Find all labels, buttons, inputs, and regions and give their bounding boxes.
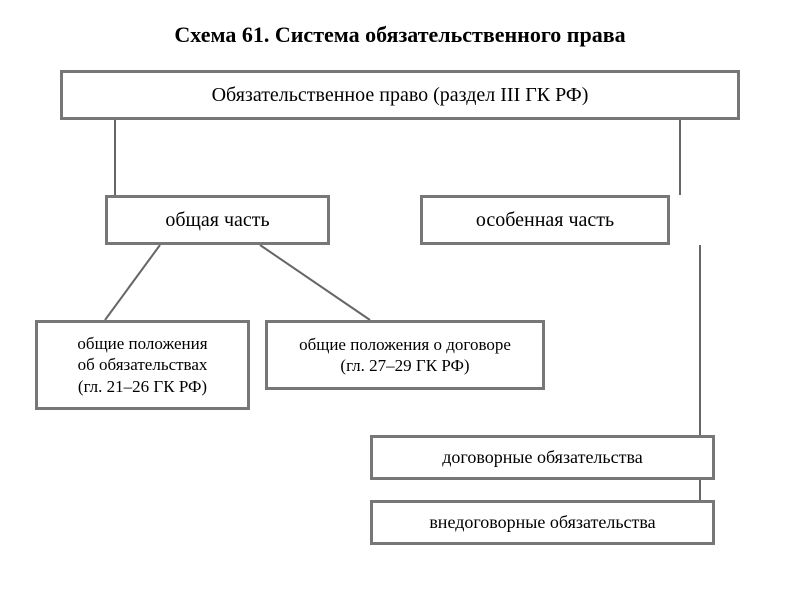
node-label: общая часть (165, 208, 269, 233)
node-leaf2: общие положения о договоре(гл. 27–29 ГК … (265, 320, 545, 390)
node-label: общие положения о договоре(гл. 27–29 ГК … (299, 334, 511, 377)
node-leaf1: общие положенияоб обязательствах(гл. 21–… (35, 320, 250, 410)
node-root: Обязательственное право (раздел III ГК Р… (60, 70, 740, 120)
diagram-title: Схема 61. Система обязательственного пра… (0, 22, 800, 48)
node-label: внедоговорные обязательства (429, 511, 655, 534)
node-right1: особенная часть (420, 195, 670, 245)
node-label: особенная часть (476, 208, 614, 233)
node-label: общие положенияоб обязательствах(гл. 21–… (77, 333, 207, 397)
node-leaf3: договорные обязательства (370, 435, 715, 480)
node-label: Обязательственное право (раздел III ГК Р… (212, 83, 589, 108)
node-leaf4: внедоговорные обязательства (370, 500, 715, 545)
node-left1: общая часть (105, 195, 330, 245)
node-label: договорные обязательства (442, 446, 642, 469)
